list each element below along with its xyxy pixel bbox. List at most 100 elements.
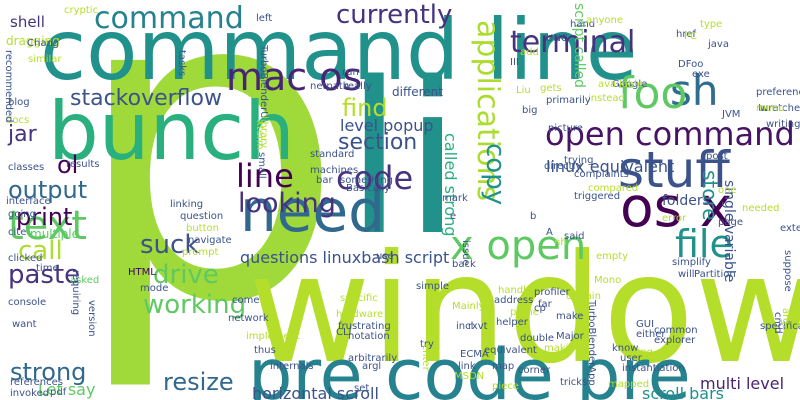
word-liu-184: Liu xyxy=(516,85,531,96)
word-gui-144: GUI xyxy=(636,319,655,330)
word-specification-151: specification xyxy=(760,321,800,332)
word-empty-135: empty xyxy=(596,251,629,262)
word-need-7: need xyxy=(240,177,385,245)
word-currently-21: currently xyxy=(336,0,453,30)
word-want-65: want xyxy=(12,319,37,330)
word-java-164: java xyxy=(708,39,729,50)
word-complaints-177: complaints xyxy=(574,169,629,180)
word-mark-194: mark xyxy=(442,193,468,204)
word-question-90: question xyxy=(180,211,224,222)
word-href-189: href xyxy=(676,29,696,40)
word-triggered-174: triggered xyxy=(574,191,621,202)
word-arg2-153: arg2 xyxy=(780,308,791,331)
word-trying-176: trying xyxy=(564,155,594,166)
word-file-19: file xyxy=(675,222,733,266)
word-picture-179: picture xyxy=(548,123,583,134)
word-network-97: network xyxy=(228,313,269,324)
word-profiler-136: profiler xyxy=(534,287,570,298)
word-command-13: command xyxy=(94,1,244,36)
word-corner-124: corner xyxy=(518,365,551,376)
word-make-126: make xyxy=(556,311,584,322)
word-needed-170: needed xyxy=(742,203,780,214)
word-instead-167: instead xyxy=(588,93,625,104)
word-x-open-18: x open xyxy=(450,223,587,269)
word-suck-28: suck xyxy=(140,230,200,260)
word-docs-56: docs xyxy=(6,115,30,126)
word-resize-33: resize xyxy=(163,368,234,396)
word-cite-61: cite xyxy=(8,227,27,238)
word-mapped-142: mapped xyxy=(608,379,650,390)
word-shell-39: shell xyxy=(10,13,45,31)
word-issue-112: issue xyxy=(460,240,471,266)
word-writing-156: writing xyxy=(766,119,800,130)
word-making-192: making xyxy=(544,343,582,354)
word-multiple-62: multiple xyxy=(30,227,80,241)
word-simplify-149: simplify xyxy=(672,257,711,268)
word-turboblenderapp-131: TurboBlenderApp xyxy=(586,300,597,386)
word-mainly-111: Mainly xyxy=(452,301,485,312)
word-anyone-191: anyone xyxy=(586,15,623,26)
word-map-121: map xyxy=(492,361,515,372)
word-mode-95: mode xyxy=(140,283,169,294)
word-explorer-146: explorer xyxy=(654,335,696,346)
word-will-150: will xyxy=(678,269,695,280)
word-jar-37: jar xyxy=(8,122,37,147)
word-horizontal-scroll-41: horizontal scroll xyxy=(252,384,379,400)
word-working-26: working xyxy=(143,290,247,320)
word-different-80: different xyxy=(392,85,443,99)
word-directly-178: directly xyxy=(544,161,582,172)
word-post-168: post xyxy=(706,151,728,162)
word-msdn-116: MSDN xyxy=(454,371,485,382)
word-one-169: one xyxy=(718,185,737,196)
word-internals-100: internals xyxy=(270,361,314,372)
word-piece-122: piece xyxy=(492,381,519,392)
word-jvm-160: JVM xyxy=(722,109,741,120)
word-netpath-77: netpath xyxy=(310,81,350,92)
word-version-73: version xyxy=(86,300,97,337)
word-argl-103: argl xyxy=(362,361,382,372)
word-b-196: b xyxy=(530,211,537,222)
word-command-line-2: command line xyxy=(40,1,638,99)
word-recommended-57: recommended xyxy=(3,50,14,123)
word-sh-10: sh xyxy=(670,66,719,115)
word-nh-198: nh xyxy=(554,237,567,248)
word-pdf-68: pdf xyxy=(50,387,67,398)
word-far-127: far xyxy=(538,299,552,310)
word-linking-89: linking xyxy=(170,199,204,210)
word-know-139: know xyxy=(612,343,639,354)
word-p-0: p xyxy=(72,0,345,397)
word-classes-58: classes xyxy=(8,162,45,173)
word-add-186: add xyxy=(520,47,539,58)
word-mono-134: Mono xyxy=(594,275,622,286)
word-frustrating-105: frustrating xyxy=(338,321,391,332)
word-exe-165: exe xyxy=(692,69,710,80)
word-type-163: type xyxy=(700,19,723,30)
word-tricks-123: tricks xyxy=(560,377,588,388)
word-going-60: going xyxy=(8,209,36,220)
word-questions-linuxbash-script-40: questions linuxbash script xyxy=(240,248,450,267)
word-html-94: HTML xyxy=(128,267,156,278)
word-handle-137: handle xyxy=(498,285,533,296)
word-instantiation-141: instantiation xyxy=(622,363,685,374)
word-try-117: try xyxy=(420,339,434,350)
word-unc-187: UNC xyxy=(546,33,568,44)
word-available-180: available xyxy=(598,79,644,90)
word-google-166: Google xyxy=(612,79,648,90)
word-results-69: results xyxy=(66,159,100,170)
word-link-115: link xyxy=(458,361,476,372)
word-iii-185: III xyxy=(510,57,519,68)
word-window-1: window xyxy=(248,223,800,397)
word-ecma-114: ECMA xyxy=(460,349,489,360)
word-primarily-181: primarily xyxy=(546,95,591,106)
word-terminal-14: terminal xyxy=(510,25,636,60)
word-prompt-93: prompt xyxy=(182,247,219,258)
word-notation-101: notation xyxy=(348,331,390,342)
word-line-15: line xyxy=(236,157,294,195)
word-equivalent-119: equivalent xyxy=(484,345,537,356)
word-run-79: run xyxy=(342,67,359,78)
word-really-78: really xyxy=(344,81,372,92)
word-interface-59: interface xyxy=(6,196,51,207)
word-script-called-47: script called xyxy=(571,3,587,89)
word-small-83: small xyxy=(256,152,267,179)
